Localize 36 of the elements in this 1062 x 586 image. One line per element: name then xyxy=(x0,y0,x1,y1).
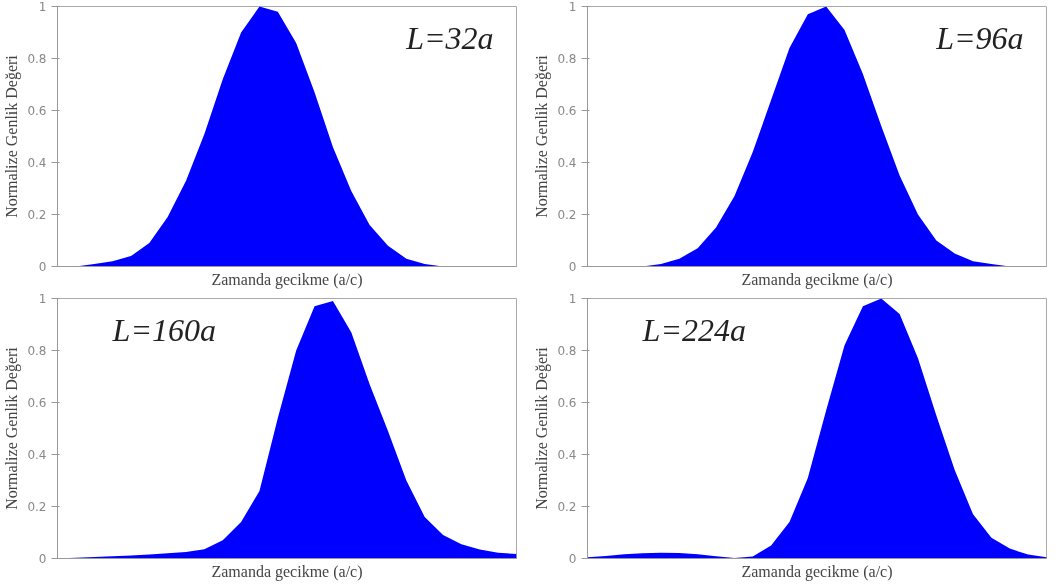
y-tick-label: 0.2 xyxy=(557,500,577,514)
y-tick-label: 0.8 xyxy=(27,344,47,358)
y-tick-label: 0.8 xyxy=(557,52,577,66)
y-axis-title: Normalize Genlik Değeri xyxy=(533,54,552,218)
x-axis-title: Zamanda gecikme (a/c) xyxy=(211,270,363,289)
y-tick-label: 0 xyxy=(38,552,47,566)
y-tick-label: 0.6 xyxy=(557,396,577,410)
y-tick-label: 0.4 xyxy=(557,156,577,170)
y-tick-label: 1 xyxy=(568,292,577,306)
y-tick-label: 0 xyxy=(568,260,577,274)
x-axis-title: Zamanda gecikme (a/c) xyxy=(741,270,893,289)
y-tick-label: 0.2 xyxy=(27,500,47,514)
y-tick-label: 0.2 xyxy=(557,208,577,222)
annotation: L=160a xyxy=(111,311,216,348)
y-tick-label: 0 xyxy=(38,260,47,274)
annotation: L=32a xyxy=(405,19,494,56)
y-tick-label: 0.6 xyxy=(557,104,577,118)
annotation: L=96a xyxy=(935,19,1024,56)
y-tick-label: 0.4 xyxy=(557,448,577,462)
y-tick-label: 0.2 xyxy=(27,208,47,222)
y-tick-label: 0 xyxy=(568,552,577,566)
y-axis-title: Normalize Genlik Değeri xyxy=(533,346,552,510)
y-tick-label: 0.8 xyxy=(27,52,47,66)
annotation: L=224a xyxy=(641,311,746,348)
y-axis-title: Normalize Genlik Değeri xyxy=(3,54,22,218)
x-axis-title: Zamanda gecikme (a/c) xyxy=(741,562,893,581)
y-tick-label: 0.4 xyxy=(27,448,47,462)
y-axis-title: Normalize Genlik Değeri xyxy=(3,346,22,510)
y-tick-label: 1 xyxy=(38,0,47,14)
y-tick-label: 1 xyxy=(38,292,47,306)
x-axis-title: Zamanda gecikme (a/c) xyxy=(211,562,363,581)
y-tick-label: 0.6 xyxy=(27,396,47,410)
y-tick-label: 0.4 xyxy=(27,156,47,170)
y-tick-label: 1 xyxy=(568,0,577,14)
y-tick-label: 0.6 xyxy=(27,104,47,118)
y-tick-label: 0.8 xyxy=(557,344,577,358)
